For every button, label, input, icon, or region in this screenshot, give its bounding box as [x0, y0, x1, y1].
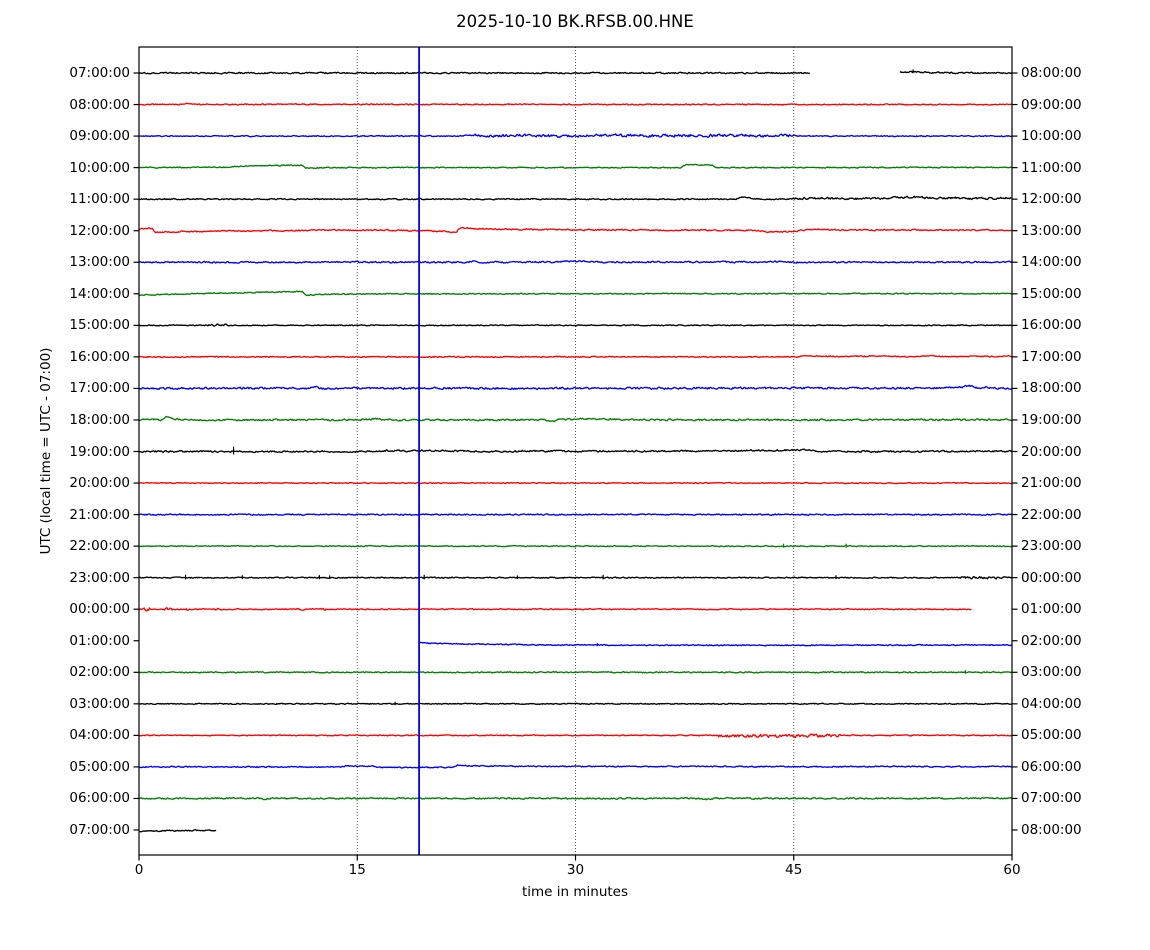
utc-time-label: 01:00:00 — [69, 632, 130, 649]
utc-time-label: 23:00:00 — [69, 569, 130, 586]
local-time-label: 00:00:00 — [1021, 569, 1082, 586]
utc-time-label: 08:00:00 — [69, 96, 130, 113]
utc-time-label: 07:00:00 — [69, 822, 130, 838]
local-time-label: 23:00:00 — [1021, 538, 1082, 555]
local-time-label: 04:00:00 — [1021, 695, 1082, 712]
local-time-label: 14:00:00 — [1021, 254, 1082, 271]
utc-time-label: 03:00:00 — [69, 695, 130, 712]
local-time-label: 21:00:00 — [1021, 475, 1082, 492]
utc-time-label: 14:00:00 — [69, 285, 130, 302]
local-time-label: 06:00:00 — [1021, 758, 1082, 775]
trace-02:00:00 — [138, 670, 1013, 674]
trace-08:00:00 — [138, 102, 1013, 106]
local-time-label: 13:00:00 — [1021, 222, 1082, 239]
local-time-label: 15:00:00 — [1021, 285, 1082, 302]
x-tick-label: 0 — [134, 862, 144, 878]
local-time-label: 09:00:00 — [1021, 96, 1082, 113]
trace-15:00:00 — [138, 323, 1013, 327]
utc-time-label: 20:00:00 — [69, 475, 130, 492]
x-tick-label: 45 — [785, 862, 803, 878]
trace-13:00:00 — [138, 260, 1013, 264]
x-tick-label: 15 — [348, 862, 366, 878]
trace-23:00:00 — [138, 575, 1013, 580]
trace-10:00:00 — [138, 163, 1013, 170]
trace-16:00:00 — [138, 354, 1012, 359]
local-time-label: 12:00:00 — [1021, 191, 1082, 208]
utc-time-label: 12:00:00 — [69, 222, 130, 239]
utc-time-label: 19:00:00 — [69, 443, 130, 460]
utc-time-label: 11:00:00 — [69, 191, 130, 208]
trace-01:00:00 — [419, 641, 1013, 647]
trace-14:00:00 — [138, 290, 1013, 297]
trace-06:00:00 — [138, 796, 1013, 801]
utc-time-label: 13:00:00 — [69, 254, 130, 271]
local-time-label: 20:00:00 — [1021, 443, 1082, 460]
utc-time-label: 15:00:00 — [69, 317, 130, 334]
utc-time-label: 07:00:00 — [69, 65, 130, 81]
utc-time-label: 04:00:00 — [69, 727, 130, 744]
utc-time-label: 00:00:00 — [69, 601, 130, 618]
trace-18:00:00 — [138, 415, 1013, 423]
trace-04:00:00 — [138, 733, 1013, 739]
trace-07:00:00 — [138, 71, 810, 75]
utc-time-label: 22:00:00 — [69, 538, 130, 555]
local-time-label: 22:00:00 — [1021, 506, 1082, 523]
utc-time-label: 05:00:00 — [69, 758, 130, 775]
trace-05:00:00 — [138, 764, 1013, 769]
local-time-label: 10:00:00 — [1021, 128, 1082, 145]
local-time-label: 02:00:00 — [1021, 632, 1082, 649]
local-time-label: 16:00:00 — [1021, 317, 1082, 334]
utc-time-label: 18:00:00 — [69, 411, 130, 428]
local-time-label: 17:00:00 — [1021, 348, 1082, 365]
utc-time-label: 10:00:00 — [69, 159, 130, 176]
trace-22:00:00 — [138, 544, 1013, 548]
local-time-label: 19:00:00 — [1021, 411, 1082, 428]
x-tick-label: 60 — [1003, 862, 1021, 878]
trace-09:00:00 — [138, 133, 1013, 139]
trace-03:00:00 — [138, 702, 1013, 706]
trace-11:00:00 — [138, 195, 1013, 201]
utc-time-label: 09:00:00 — [69, 128, 130, 145]
utc-time-label: 21:00:00 — [69, 506, 130, 523]
local-time-label: 05:00:00 — [1021, 727, 1082, 744]
trace-21:00:00 — [138, 513, 1013, 517]
local-time-label: 08:00:00 — [1021, 822, 1082, 838]
chart-title: 2025-10-10 BK.RFSB.00.HNE — [456, 12, 694, 31]
local-time-label: 01:00:00 — [1021, 601, 1082, 618]
trace-20:00:00 — [138, 481, 1013, 485]
local-time-label: 08:00:00 — [1021, 65, 1082, 81]
utc-time-label: 16:00:00 — [69, 348, 130, 365]
local-time-label: 18:00:00 — [1021, 380, 1082, 397]
utc-time-label: 17:00:00 — [69, 380, 130, 397]
trace-17:00:00 — [138, 384, 1013, 391]
utc-time-label: 06:00:00 — [69, 790, 130, 807]
trace-07:00:00 — [899, 70, 1013, 75]
trace-00:00:00 — [138, 607, 972, 612]
trace-12:00:00 — [138, 226, 1013, 234]
x-tick-label: 30 — [566, 862, 585, 878]
local-time-label: 03:00:00 — [1021, 664, 1082, 681]
trace-07:00:00 — [138, 829, 217, 833]
local-time-label: 07:00:00 — [1021, 790, 1082, 807]
local-time-label: 11:00:00 — [1021, 159, 1082, 176]
trace-19:00:00 — [138, 448, 1013, 454]
x-axis-label: time in minutes — [521, 884, 629, 900]
utc-time-label: 02:00:00 — [69, 664, 130, 681]
